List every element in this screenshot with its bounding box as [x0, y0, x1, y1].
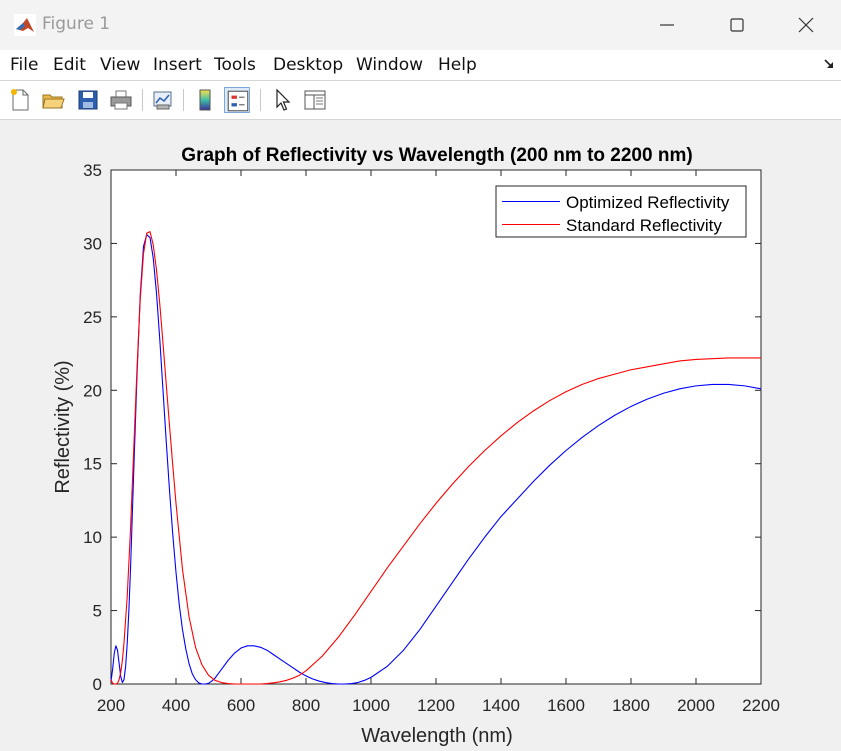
print-icon[interactable]: [108, 87, 134, 113]
legend-label-optimized: Optimized Reflectivity: [566, 193, 730, 212]
menu-window[interactable]: Window: [356, 55, 424, 75]
y-axis: 0 5 10 15 20 25 30 35: [83, 161, 761, 694]
x-tick-label: 2000: [677, 696, 715, 715]
matlab-icon: [14, 14, 36, 36]
y-tick-label: 5: [93, 602, 102, 621]
minimize-icon: [660, 24, 674, 26]
y-tick-label: 25: [83, 308, 102, 327]
colorbar-icon[interactable]: [192, 87, 218, 113]
new-figure-icon[interactable]: [7, 87, 33, 113]
plot-lines: [110, 231, 762, 685]
y-tick-label: 20: [83, 381, 102, 400]
close-button[interactable]: [771, 0, 841, 50]
x-tick-label: 600: [227, 696, 255, 715]
menu-insert[interactable]: Insert: [153, 55, 202, 75]
x-axis: 200 400 600 800 1000 1200 1400 1600 1800 2000 2200: [97, 170, 780, 715]
legend-icon[interactable]: [224, 87, 250, 113]
menu-file[interactable]: File: [10, 55, 39, 75]
x-tick-label: 400: [162, 696, 190, 715]
y-tick-label: 10: [83, 528, 102, 547]
save-icon[interactable]: [75, 87, 101, 113]
toolbar: [0, 81, 841, 120]
x-tick-label: 1200: [417, 696, 455, 715]
maximize-button[interactable]: [702, 0, 772, 50]
toolbar-separator: [260, 89, 261, 111]
minimize-button[interactable]: [632, 0, 702, 50]
legend[interactable]: Optimized Reflectivity Standard Reflecti…: [495, 185, 747, 238]
reflectivity-chart[interactable]: 0 5 10 15 20 25 30 35 200 400 600 800 1000 1200 1400 1…: [0, 120, 841, 751]
y-tick-label: 30: [83, 234, 102, 253]
legend-box: [495, 185, 747, 238]
maximize-icon: [730, 18, 744, 32]
chart-title: Graph of Reflectivity vs Wavelength (200…: [181, 145, 692, 166]
y-tick-label: 35: [83, 161, 102, 180]
menu-tools[interactable]: Tools: [214, 55, 256, 75]
close-icon: [798, 17, 814, 33]
y-tick-label: 0: [93, 675, 102, 694]
property-editor-icon[interactable]: [302, 87, 328, 113]
y-axis-label: Reflectivity (%): [52, 360, 74, 493]
x-tick-label: 1800: [612, 696, 650, 715]
toolbar-separator: [142, 89, 143, 111]
axes-background: [110, 169, 762, 685]
x-tick-label: 1000: [352, 696, 390, 715]
x-tick-label: 2200: [742, 696, 780, 715]
menu-bar: File Edit View Insert Tools Desktop Wind…: [0, 50, 841, 81]
series-line-standard: [110, 231, 761, 685]
legend-label-standard: Standard Reflectivity: [566, 216, 722, 235]
menu-view[interactable]: View: [100, 55, 141, 75]
pointer-icon[interactable]: [269, 87, 295, 113]
title-bar: Figure 1: [0, 0, 841, 50]
x-tick-label: 800: [292, 696, 320, 715]
y-tick-label: 15: [83, 455, 102, 474]
x-tick-label: 200: [97, 696, 125, 715]
x-axis-label: Wavelength (nm): [361, 725, 513, 747]
x-tick-label: 1600: [547, 696, 585, 715]
link-plot-icon[interactable]: [150, 87, 176, 113]
window-title: Figure 1: [42, 14, 111, 34]
menu-edit[interactable]: Edit: [53, 55, 86, 75]
x-tick-label: 1400: [482, 696, 520, 715]
toolbar-separator: [183, 89, 184, 111]
menu-desktop[interactable]: Desktop: [273, 55, 344, 75]
open-file-icon[interactable]: [40, 87, 66, 113]
dock-arrow-icon[interactable]: [823, 58, 835, 70]
menu-help[interactable]: Help: [438, 55, 477, 75]
